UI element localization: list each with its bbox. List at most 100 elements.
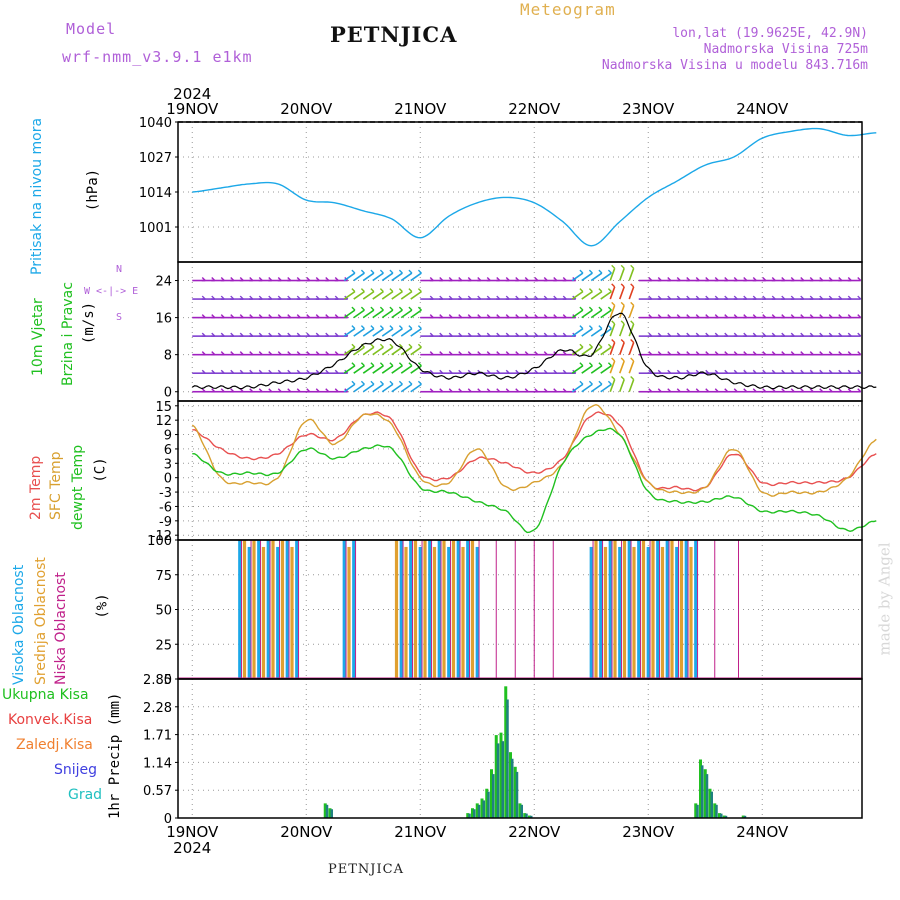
wind-arrow-head	[611, 301, 616, 306]
meteogram-label: Meteogram	[520, 0, 616, 19]
wind-arrow-head	[579, 380, 584, 385]
wind-arrow	[609, 286, 616, 300]
wind-arrow-head	[588, 343, 593, 348]
wind-arrow	[343, 346, 356, 356]
precip-bar-total	[528, 815, 531, 818]
wind-arrow	[400, 309, 413, 319]
y-tick-label: 1040	[139, 116, 172, 131]
cloud-bar	[632, 546, 636, 679]
wind-arrow	[362, 290, 375, 300]
wind-arrow	[609, 342, 616, 355]
cloud-bar	[651, 540, 655, 679]
wind-arrow	[590, 272, 603, 282]
wind-arrow-head	[379, 306, 384, 311]
wind-arrow-head	[857, 388, 862, 393]
panel-frame	[177, 400, 863, 541]
cloud-bar	[285, 540, 289, 679]
y-tick-label: -9	[159, 515, 172, 530]
precip-bar-total	[471, 808, 474, 818]
wind-arrow	[618, 286, 625, 300]
wind-arrow-head	[408, 269, 413, 274]
wind-arrow	[353, 383, 365, 393]
cloud-bar	[238, 540, 242, 679]
cloud-bar	[432, 546, 437, 679]
precip-bar-total	[499, 732, 503, 818]
y-tick-label: 0	[164, 812, 172, 827]
cloud-bar	[603, 546, 608, 679]
wind-arrow-head	[370, 362, 375, 367]
wind-arrow	[391, 272, 403, 282]
wind-arrow	[628, 342, 635, 355]
precip-bar-total	[722, 815, 726, 818]
altitude-label: Nadmorska Visina 725m	[703, 42, 868, 57]
wind-arrow	[372, 272, 384, 282]
cloud-bar	[660, 546, 665, 679]
panel-frame	[177, 261, 863, 402]
precip-bar-total	[513, 766, 517, 818]
model-name: wrf-nmm_v3.9.1 e1km	[62, 48, 253, 66]
wind-arrow-head	[370, 380, 375, 385]
wind-arrow-head	[630, 283, 635, 288]
wind-arrow-head	[620, 301, 625, 306]
wind-arrow-head	[389, 343, 394, 348]
wind-arrow	[590, 328, 603, 337]
cloud-bar	[637, 540, 641, 679]
wind-arrow	[362, 346, 375, 356]
cloud-bar	[665, 540, 669, 679]
precip-bar-total	[708, 788, 712, 818]
wind-arrow-head	[408, 288, 413, 293]
precip-bars	[323, 686, 747, 818]
wind-arrow	[343, 383, 356, 393]
wind-arrow-head	[351, 362, 356, 367]
footer-station: PETNJICA	[328, 862, 404, 877]
wind-arrow-head	[630, 357, 635, 362]
cloud-bar	[295, 540, 299, 679]
wind-arrow-head	[611, 283, 616, 288]
y-tick-label: 8	[164, 349, 172, 364]
y-tick-label: 3	[164, 457, 172, 472]
precip-bar-other	[715, 804, 718, 818]
wind-arrow	[618, 342, 625, 355]
wind-arrow-head	[389, 380, 394, 385]
y-tick-label: 2.28	[143, 701, 172, 716]
year-label-bottom: 2024	[173, 839, 211, 857]
precip-bar-other	[487, 791, 490, 818]
wind-arrow-head	[360, 325, 365, 330]
wind-arrow	[628, 305, 635, 318]
wind-arrow	[353, 365, 365, 374]
wind-arrow	[600, 365, 612, 374]
wind-arrow-head	[630, 301, 635, 306]
wind-arrow-head	[588, 288, 593, 293]
wind-arrow-head	[408, 362, 413, 367]
precip-bar-other	[482, 800, 485, 818]
y-tick-label: 50	[155, 604, 172, 619]
panel-frame	[177, 539, 863, 680]
cloud-bar	[646, 546, 650, 679]
y-tick-label: 9	[164, 429, 172, 444]
cloud-bar	[280, 540, 285, 679]
wind-arrow-head	[857, 351, 862, 356]
y-tick-label: -6	[159, 500, 172, 515]
wind-arrow-head	[398, 269, 403, 274]
temp-line-2	[192, 427, 877, 534]
precip-bar-other	[496, 743, 500, 818]
wind-arrow	[600, 290, 612, 300]
wind-arrow-head	[417, 269, 422, 274]
precip-bar-other	[701, 765, 704, 818]
precip-bar-total	[523, 813, 527, 818]
wind-arrow	[343, 328, 356, 337]
cloud-bar	[470, 540, 475, 679]
wind-arrow-head	[379, 288, 384, 293]
precip-bar-total	[504, 686, 508, 818]
wind-arrow	[353, 290, 365, 300]
pressure-line	[192, 127, 877, 247]
cloud-bar	[428, 540, 432, 679]
precip-bar-total	[323, 803, 327, 818]
wind-arrow-head	[398, 306, 403, 311]
wind-arrow-head	[379, 343, 384, 348]
cloud-bar	[404, 546, 408, 679]
y-tick-label: 1014	[139, 186, 172, 201]
wind-arrow	[581, 346, 593, 356]
wind-arrow-head	[620, 338, 625, 343]
y-tick-label: 1.71	[143, 729, 172, 744]
